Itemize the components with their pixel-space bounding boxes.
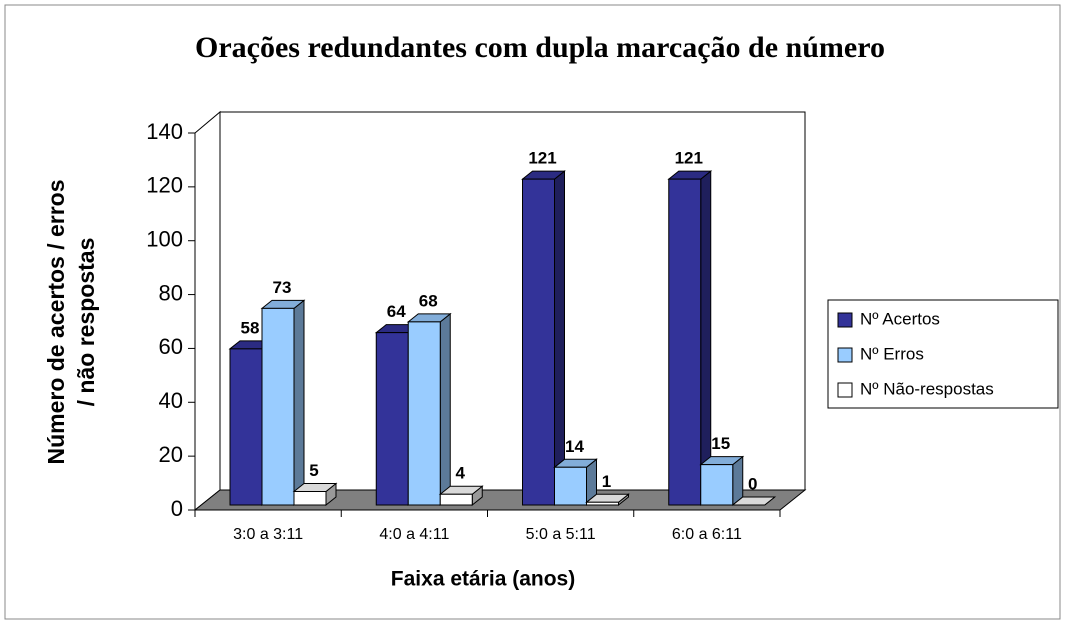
bar-face bbox=[229, 348, 263, 506]
bar bbox=[699, 455, 745, 507]
floor bbox=[193, 489, 807, 511]
bar-face bbox=[293, 491, 327, 506]
y-tick-label: 80 bbox=[159, 280, 183, 305]
bar bbox=[406, 312, 452, 507]
bar bbox=[585, 493, 630, 507]
bar-face bbox=[522, 178, 555, 506]
bar bbox=[260, 299, 306, 507]
bar bbox=[731, 496, 777, 506]
bar bbox=[438, 485, 484, 507]
y-axis-label: / não respostas bbox=[73, 238, 99, 407]
x-tick-label: 4:0 a 4:11 bbox=[379, 526, 449, 543]
legend-label: Nº Não-respostas bbox=[860, 379, 994, 398]
legend-swatch bbox=[837, 382, 853, 398]
y-tick-label: 100 bbox=[146, 227, 183, 252]
bar bbox=[292, 482, 338, 507]
value-label: 4 bbox=[456, 464, 466, 483]
value-label: 0 bbox=[748, 474, 757, 493]
y-axis-label: Número de acertos / erros bbox=[43, 179, 69, 464]
bar-face bbox=[407, 321, 441, 506]
x-tick-label: 5:0 a 5:11 bbox=[526, 526, 596, 543]
value-label: 73 bbox=[273, 278, 292, 297]
value-label: 14 bbox=[565, 437, 584, 456]
y-tick-label: 60 bbox=[159, 334, 183, 359]
y-tick-label: 120 bbox=[146, 173, 183, 198]
value-label: 58 bbox=[241, 318, 260, 337]
value-label: 121 bbox=[675, 149, 703, 168]
bar-face bbox=[261, 307, 295, 506]
bar bbox=[521, 170, 566, 507]
y-tick-label: 140 bbox=[146, 119, 183, 144]
side-wall bbox=[194, 110, 221, 512]
chart-title: Orações redundantes com dupla marcação d… bbox=[195, 31, 885, 64]
bar-face bbox=[586, 501, 619, 506]
bar-face bbox=[439, 312, 451, 507]
legend-swatch bbox=[837, 347, 853, 363]
y-tick-label: 0 bbox=[171, 496, 183, 521]
bar-face bbox=[293, 299, 305, 507]
bar-face bbox=[554, 466, 587, 506]
bar-face bbox=[375, 332, 409, 506]
value-label: 1 bbox=[602, 472, 611, 491]
value-label: 15 bbox=[711, 434, 730, 453]
x-tick-label: 6:0 a 6:11 bbox=[672, 526, 742, 543]
bar bbox=[553, 458, 598, 507]
bar bbox=[667, 170, 713, 507]
value-label: 5 bbox=[309, 461, 318, 480]
value-label: 121 bbox=[528, 149, 556, 168]
y-tick-label: 40 bbox=[159, 388, 183, 413]
bar-face bbox=[554, 170, 565, 507]
x-tick-label: 3:0 a 3:11 bbox=[233, 526, 303, 543]
legend bbox=[827, 299, 1059, 409]
legend-label: Nº Erros bbox=[860, 344, 924, 363]
value-label: 68 bbox=[419, 291, 438, 310]
bar-face bbox=[668, 178, 702, 506]
bar-face bbox=[439, 493, 473, 506]
y-tick-label: 20 bbox=[159, 442, 183, 467]
legend-swatch bbox=[837, 312, 853, 328]
legend-label: Nº Acertos bbox=[860, 309, 940, 328]
bar-face bbox=[700, 464, 734, 506]
bar-face bbox=[700, 170, 712, 507]
x-axis-label: Faixa etária (anos) bbox=[391, 568, 575, 591]
value-label: 64 bbox=[387, 302, 406, 321]
